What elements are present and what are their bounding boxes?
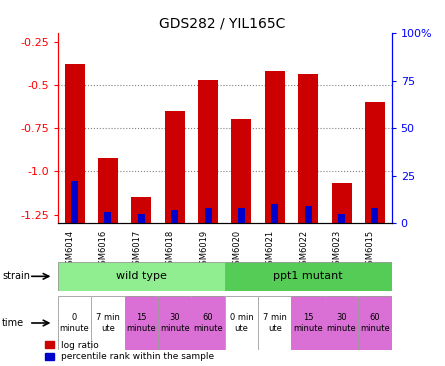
Bar [165,111,185,223]
Text: 0
minute: 0 minute [60,313,89,333]
Bar [271,204,278,223]
Bar [265,71,285,223]
Bar [298,74,318,223]
Text: GDS282 / YIL165C: GDS282 / YIL165C [159,16,286,30]
Text: wild type: wild type [116,271,167,281]
Text: 60
minute: 60 minute [360,313,390,333]
Text: 7 min
ute: 7 min ute [96,313,120,333]
Bar [205,208,211,223]
Bar [131,197,151,223]
Text: ppt1 mutant: ppt1 mutant [273,271,343,281]
Bar [105,212,111,223]
Bar [365,102,385,223]
Text: 7 min
ute: 7 min ute [263,313,287,333]
Bar [98,157,118,223]
Bar [138,214,145,223]
Bar [198,80,218,223]
Text: 0 min
ute: 0 min ute [230,313,253,333]
Bar [332,183,352,223]
Text: strain: strain [2,271,30,281]
Text: 15
minute: 15 minute [293,313,323,333]
Text: time: time [2,318,24,328]
Bar [238,208,245,223]
Text: 30
minute: 30 minute [327,313,356,333]
Bar [305,206,312,223]
Bar [171,210,178,223]
Legend: log ratio, percentile rank within the sample: log ratio, percentile rank within the sa… [44,341,214,362]
Text: 15
minute: 15 minute [126,313,156,333]
Bar [338,214,345,223]
Bar [65,64,85,223]
Text: 30
minute: 30 minute [160,313,190,333]
Bar [372,208,378,223]
Bar [71,182,78,223]
Bar [231,119,251,223]
Text: 60
minute: 60 minute [193,313,223,333]
